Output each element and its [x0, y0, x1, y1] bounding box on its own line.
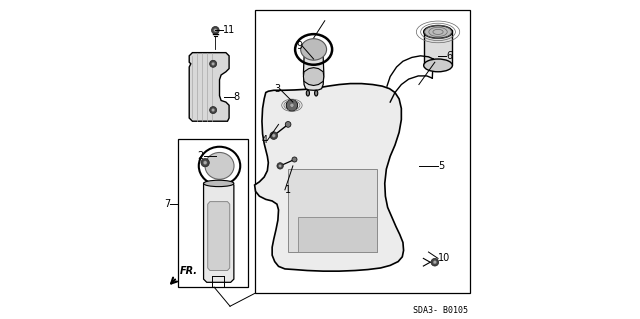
Circle shape — [204, 161, 207, 165]
Bar — [298, 217, 378, 252]
Circle shape — [431, 258, 438, 266]
Polygon shape — [204, 182, 234, 282]
Ellipse shape — [424, 26, 452, 38]
Text: SDA3- B0105: SDA3- B0105 — [413, 306, 468, 315]
Circle shape — [270, 132, 278, 139]
Text: FR.: FR. — [180, 266, 198, 276]
Ellipse shape — [315, 90, 318, 96]
Bar — [424, 30, 452, 65]
Polygon shape — [255, 84, 404, 271]
Text: 1: 1 — [285, 185, 291, 195]
Circle shape — [212, 26, 219, 34]
Text: 11: 11 — [223, 25, 235, 35]
Bar — [178, 139, 248, 287]
Circle shape — [201, 159, 209, 167]
Text: 9: 9 — [296, 41, 303, 51]
Ellipse shape — [205, 152, 234, 179]
Circle shape — [272, 134, 275, 137]
Circle shape — [214, 29, 217, 32]
Polygon shape — [208, 202, 230, 271]
Polygon shape — [303, 68, 324, 85]
Bar — [255, 10, 470, 293]
Circle shape — [212, 62, 214, 65]
Circle shape — [212, 108, 214, 112]
Ellipse shape — [307, 90, 310, 96]
Text: 5: 5 — [438, 161, 444, 171]
Circle shape — [210, 107, 217, 114]
Text: 6: 6 — [446, 51, 452, 61]
Polygon shape — [303, 50, 324, 90]
Circle shape — [278, 165, 282, 167]
Circle shape — [290, 103, 294, 107]
Text: 10: 10 — [438, 253, 451, 263]
Circle shape — [277, 163, 284, 169]
Text: 8: 8 — [234, 92, 240, 102]
Circle shape — [433, 261, 436, 264]
Circle shape — [210, 60, 217, 67]
Circle shape — [292, 157, 297, 162]
Text: 4: 4 — [261, 135, 268, 145]
Ellipse shape — [204, 180, 234, 187]
Text: 7: 7 — [164, 199, 170, 209]
Polygon shape — [189, 53, 229, 121]
Circle shape — [286, 100, 298, 111]
Bar — [288, 169, 378, 252]
Text: 3: 3 — [274, 84, 280, 94]
Ellipse shape — [301, 39, 326, 60]
Ellipse shape — [424, 59, 452, 72]
Circle shape — [285, 122, 291, 127]
Text: 2: 2 — [197, 151, 204, 161]
